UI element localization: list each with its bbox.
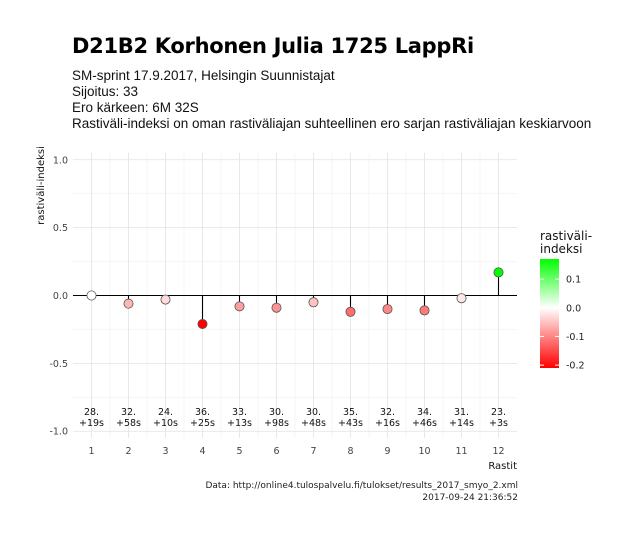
data-point (456, 293, 467, 304)
x-tick-label: 6 (273, 446, 279, 457)
x-tick-label: 3 (162, 446, 168, 457)
rank-label: 33. (232, 407, 247, 418)
diff-label: +48s (301, 418, 326, 429)
rank-label: 32. (121, 407, 136, 418)
rank-label: 32. (380, 407, 395, 418)
rank-label: 31. (454, 407, 469, 418)
rank-label: 28. (84, 407, 99, 418)
data-point (419, 305, 430, 316)
data-point (160, 294, 171, 305)
y-tick-label: -1.0 (49, 427, 68, 438)
diff-label: +14s (449, 418, 474, 429)
data-point (382, 304, 393, 315)
chart-title: D21B2 Korhonen Julia 1725 LappRi (72, 34, 474, 58)
rank-label: 35. (343, 407, 358, 418)
subtitle-gap: Ero kärkeen: 6M 32S (72, 100, 199, 115)
y-tick-label: 0.5 (53, 223, 68, 234)
y-tick-label: 0.0 (53, 291, 68, 302)
y-tick-label: -0.5 (49, 359, 68, 370)
diff-label: +43s (338, 418, 363, 429)
x-tick-label: 4 (199, 446, 205, 457)
data-point (86, 290, 97, 301)
legend-tick-label: 0.1 (566, 275, 581, 286)
diff-label: +13s (227, 418, 252, 429)
diff-label: +58s (116, 418, 141, 429)
diff-label: +98s (264, 418, 289, 429)
y-axis-title: rastiväli-indeksi (36, 146, 47, 225)
y-tick-label: 1.0 (53, 155, 68, 166)
rank-label: 34. (417, 407, 432, 418)
rank-label: 30. (269, 407, 284, 418)
data-point (493, 267, 504, 278)
data-point (123, 298, 134, 309)
legend-tick-label: -0.1 (566, 332, 585, 343)
x-tick-label: 1 (88, 446, 94, 457)
data-point (271, 302, 282, 313)
diff-label: +19s (79, 418, 104, 429)
legend-tick-label: -0.2 (566, 361, 585, 372)
diff-label: +16s (375, 418, 400, 429)
rank-label: 23. (491, 407, 506, 418)
diff-label: +46s (412, 418, 437, 429)
rank-label: 30. (306, 407, 321, 418)
subtitle-rank: Sijoitus: 33 (72, 84, 139, 99)
legend-tick-label: 0.0 (566, 303, 581, 314)
data-point (308, 297, 319, 308)
diff-label: +3s (489, 418, 508, 429)
legend-title: rastiväli- (540, 229, 592, 243)
x-tick-label: 8 (347, 446, 353, 457)
x-axis-title: Rastit (488, 461, 517, 472)
diff-label: +25s (190, 418, 215, 429)
data-point (197, 318, 208, 329)
caption-data-source: Data: http://online4.tulospalvelu.fi/tul… (205, 481, 518, 491)
rank-label: 24. (158, 407, 173, 418)
x-tick-label: 10 (418, 446, 430, 457)
x-tick-label: 9 (384, 446, 390, 457)
caption-timestamp: 2017-09-24 21:36:52 (422, 493, 518, 503)
data-point (234, 301, 245, 312)
x-tick-label: 11 (455, 446, 467, 457)
diff-label: +10s (153, 418, 178, 429)
data-point (345, 306, 356, 317)
subtitle-event: SM-sprint 17.9.2017, Helsingin Suunnista… (72, 68, 335, 83)
x-tick-label: 2 (125, 446, 131, 457)
x-tick-label: 5 (236, 446, 242, 457)
legend-title: indeksi (540, 242, 582, 256)
rank-label: 36. (195, 407, 210, 418)
x-tick-label: 7 (310, 446, 316, 457)
x-tick-label: 12 (492, 446, 504, 457)
legend-colorbar (540, 259, 559, 368)
subtitle-index-description: Rastiväli-indeksi on oman rastiväliajan … (72, 116, 592, 131)
